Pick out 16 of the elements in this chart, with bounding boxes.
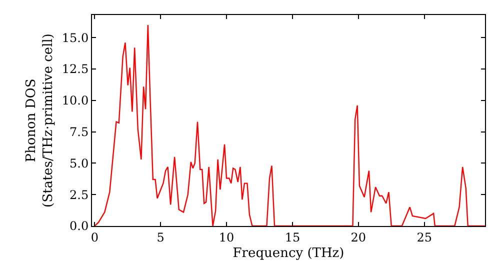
y-tick-label: 15.0 — [62, 30, 89, 45]
x-tick-label: 20 — [350, 230, 366, 244]
y-tick-label: 5.0 — [70, 156, 89, 170]
y-tick-label: 12.5 — [62, 62, 89, 76]
y-axis-title: Phonon DOS (States/THz·primitive cell) — [24, 33, 56, 208]
line-series — [94, 24, 485, 226]
x-tick-label: 25 — [416, 230, 432, 244]
y-tick-label: 7.5 — [70, 125, 89, 139]
y-tick-label: 0.0 — [70, 219, 89, 234]
x-tick-label: 15 — [284, 230, 300, 244]
x-axis-title: Frequency (THz) — [232, 246, 344, 261]
y-tick-label: 10.0 — [62, 94, 89, 108]
x-tick-label: 5 — [156, 230, 164, 244]
x-tick-label: 0 — [90, 230, 98, 244]
y-tick-label: 2.5 — [70, 188, 89, 202]
x-tick-label: 10 — [218, 230, 234, 244]
